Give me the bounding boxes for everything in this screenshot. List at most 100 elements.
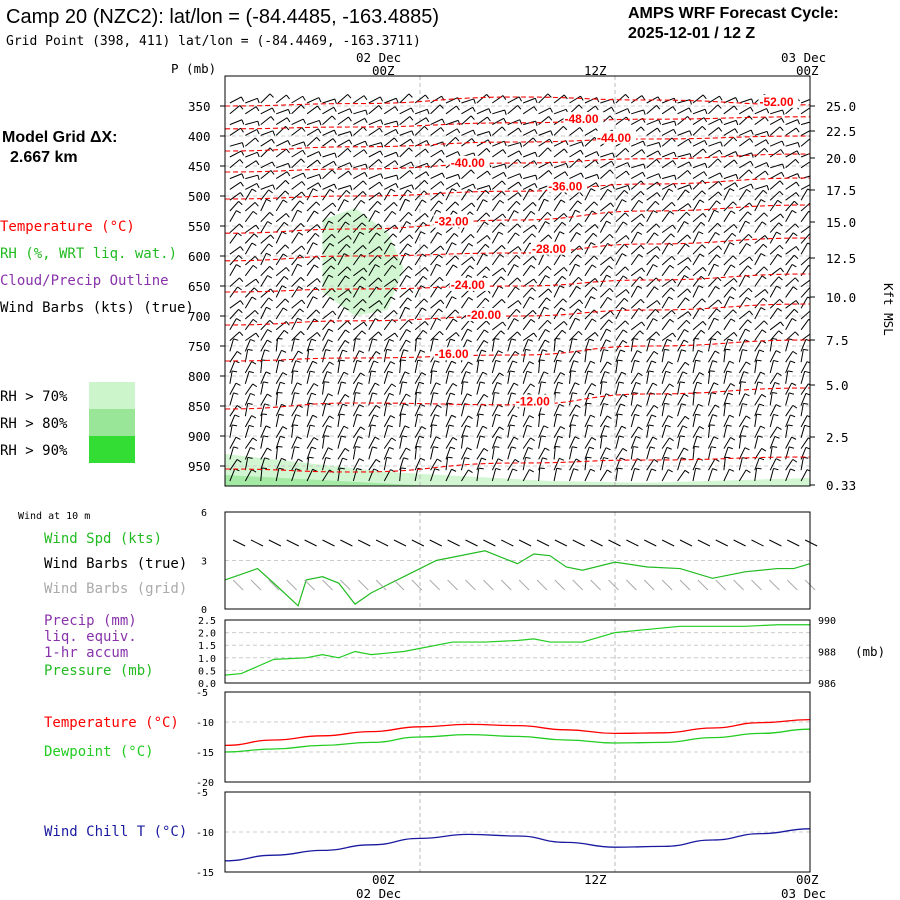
wind-barb xyxy=(414,171,427,180)
wind-barb xyxy=(229,210,237,223)
wind-barb-flag xyxy=(744,447,750,451)
wind-barb xyxy=(492,117,504,126)
wind-barb-flag xyxy=(496,436,502,439)
wind-barb-flag xyxy=(701,298,706,303)
wind-barb-flag xyxy=(594,224,599,229)
wind-barb xyxy=(522,128,535,136)
wind-barb xyxy=(476,414,480,428)
wind-barb xyxy=(291,392,295,406)
wind10-grid-barb xyxy=(500,579,512,591)
wind-barb-flag xyxy=(434,468,440,471)
wind-barb-flag xyxy=(360,426,365,431)
wind-barb xyxy=(599,319,610,331)
wind10-grid-barb xyxy=(536,579,548,591)
wind-barb-flag xyxy=(356,467,362,471)
wind-barb-flag xyxy=(433,392,439,395)
wind-barb-flag xyxy=(344,394,350,398)
wind-barb xyxy=(677,470,686,482)
wind-barb-flag xyxy=(434,414,440,417)
wind-barb-flag xyxy=(643,163,646,169)
wind-barb xyxy=(507,405,516,417)
top-date-2: 03 Dec xyxy=(781,50,826,65)
wind-barb xyxy=(337,108,351,115)
wind-barb xyxy=(707,360,713,374)
wind-barb-flag xyxy=(636,404,642,408)
wind-barb xyxy=(352,222,363,233)
wind-barb-flag xyxy=(623,297,629,302)
wind-barb-flag xyxy=(696,435,702,439)
wind-barb-flag xyxy=(787,424,793,427)
wind-barb-flag xyxy=(620,403,626,407)
wind-barb xyxy=(522,361,530,374)
wind-barb xyxy=(291,172,304,180)
wind-barb xyxy=(414,436,420,449)
wind-barb xyxy=(646,331,657,341)
wind10-barb xyxy=(232,539,246,547)
wind-barb-flag xyxy=(682,425,688,429)
wind-barb-flag xyxy=(577,254,582,259)
wind-barb-flag xyxy=(685,243,690,248)
wind-barb xyxy=(399,349,405,363)
wind10-barb xyxy=(483,539,496,547)
temperature-label-bg xyxy=(547,179,588,193)
wind-barb xyxy=(538,275,546,287)
wind-barb-flag xyxy=(545,221,550,225)
top-label-12z: 12Z xyxy=(584,63,607,78)
wind-barb-flag xyxy=(751,98,754,104)
wind-barb xyxy=(723,349,726,363)
wind-barb xyxy=(538,199,545,212)
wind-barb-flag xyxy=(515,286,520,291)
wind-barb-flag xyxy=(765,139,769,145)
wind-barb-flag xyxy=(286,94,290,100)
wind-barb xyxy=(460,403,466,417)
wind-barb xyxy=(368,338,373,352)
wind-barb-flag xyxy=(686,234,692,239)
wind-barb-flag xyxy=(252,264,258,269)
wind-barb xyxy=(677,234,688,244)
temperature-contour-label: -28.00 xyxy=(532,242,566,256)
wind-barb-flag xyxy=(380,119,384,125)
wind-barb xyxy=(692,190,703,201)
wind-barb-flag xyxy=(375,264,380,268)
wind-barb xyxy=(584,469,591,482)
wind-barb-flag xyxy=(440,191,445,197)
wind-barb-flag xyxy=(272,184,276,190)
wind-barb-flag xyxy=(650,446,656,449)
wind-barb xyxy=(399,107,412,115)
wind-barb xyxy=(430,338,434,352)
wind-barb-flag xyxy=(348,139,353,145)
pressure-tick-label: 550 xyxy=(188,219,211,234)
wind-barb xyxy=(353,149,365,158)
temperature-contour-labels: -52.00-48.00-44.00-40.00-36.00-32.00-28.… xyxy=(433,94,799,408)
wind-barb-flag xyxy=(293,370,299,372)
wind-barb xyxy=(785,318,793,331)
wind-barb-flag xyxy=(511,392,517,395)
wind-barb-flag xyxy=(590,242,596,246)
precip-accum-legend: 1-hr accum xyxy=(44,645,128,661)
wind-barb xyxy=(630,95,643,104)
wind-barb-flag xyxy=(750,160,754,166)
wind-barb-flag xyxy=(502,213,507,219)
wind-barb-flag xyxy=(559,349,565,353)
legend-cloud: Cloud/Precip Outline xyxy=(0,273,169,289)
pressure-tick-label: 700 xyxy=(188,309,211,324)
wind-barb-flag xyxy=(734,182,739,188)
wind-barb-flag xyxy=(549,161,553,167)
wind-barb xyxy=(754,221,763,233)
wind-barb-flag xyxy=(684,469,690,474)
wind-barb-flag xyxy=(405,447,411,451)
wind-barb xyxy=(368,105,380,115)
wind-barb-flag xyxy=(747,319,752,324)
wind-barb-flag xyxy=(251,188,257,193)
wind-barb-flag xyxy=(603,349,609,352)
wind-barb-flag xyxy=(808,383,810,386)
wind-barb xyxy=(383,160,396,169)
wind-barb xyxy=(275,426,284,439)
precip-tick-label: 1.0 xyxy=(198,654,216,665)
wind-barb xyxy=(229,446,234,460)
wind-barb xyxy=(631,140,644,147)
wind-barb xyxy=(399,381,403,395)
wind-barb xyxy=(322,106,335,115)
wind-barb-flag xyxy=(309,424,316,427)
wind-barb xyxy=(229,370,233,384)
